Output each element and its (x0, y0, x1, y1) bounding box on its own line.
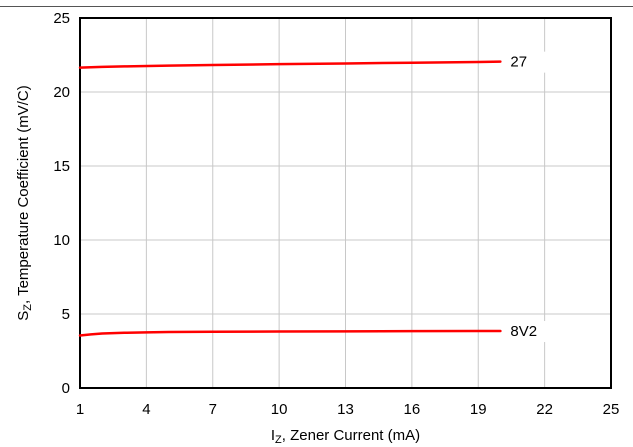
axis-ticks: 1 4 7 10 13 16 19 22 25 0 5 10 15 20 25 (53, 10, 619, 418)
y-axis-title-rest: , Temperature Coefficient (mV/C) (15, 85, 32, 304)
series-labels: 27 8V2 (507, 51, 550, 343)
x-axis-title: IZ, Zener Current (mA) (271, 427, 420, 446)
x-tick-label: 1 (76, 401, 84, 418)
series-label: 27 (510, 54, 527, 71)
y-tick-label: 0 (62, 380, 70, 397)
x-axis-title-main: I (271, 427, 275, 444)
y-tick-label: 10 (53, 232, 70, 249)
x-tick-label: 4 (142, 401, 150, 418)
x-axis-title-subscript: Z (275, 434, 282, 446)
x-tick-label: 16 (404, 401, 421, 418)
plot-frame (79, 17, 612, 389)
y-axis-title-subscript: Z (22, 304, 34, 311)
x-tick-label: 7 (209, 401, 217, 418)
x-tick-label: 13 (337, 401, 354, 418)
y-axis-title-main: S (15, 311, 32, 321)
series-label: 8V2 (510, 323, 537, 340)
grid (80, 18, 611, 388)
series-line (78, 60, 502, 69)
y-axis-title: SZ, Temperature Coefficient (mV/C) (15, 85, 34, 320)
series-label-backdrop (507, 321, 550, 343)
x-tick-label: 19 (470, 401, 487, 418)
series-line (78, 329, 502, 337)
y-tick-label: 15 (53, 158, 70, 175)
x-tick-label: 10 (271, 401, 288, 418)
series-label-backdrop (507, 51, 550, 73)
x-tick-label: 25 (603, 401, 620, 418)
x-tick-label: 22 (536, 401, 553, 418)
y-tick-label: 5 (62, 306, 70, 323)
x-axis-title-rest: , Zener Current (mA) (282, 427, 420, 444)
series-lines (78, 60, 502, 337)
top-rule (0, 6, 633, 7)
y-tick-label: 25 (53, 10, 70, 27)
y-tick-label: 20 (53, 84, 70, 101)
